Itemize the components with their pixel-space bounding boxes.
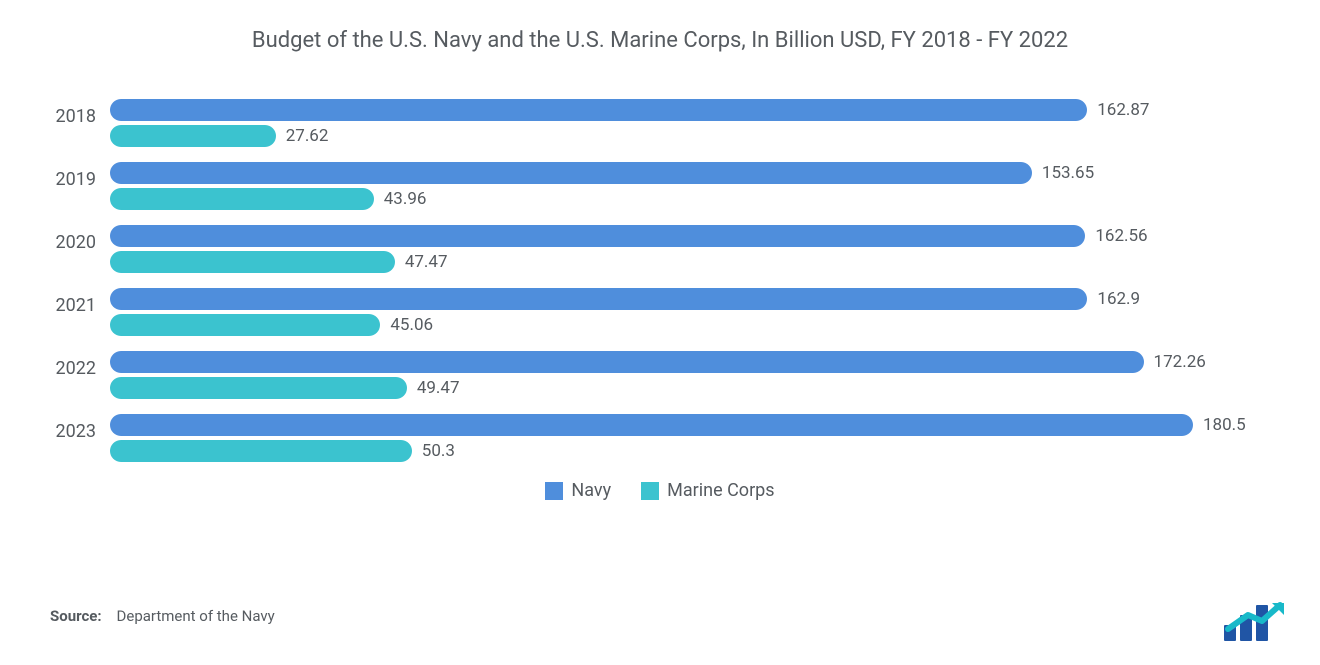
bar-value-label: 153.65 — [1032, 163, 1094, 183]
year-group: 2018 162.87 27.62 — [50, 99, 1270, 147]
bar-value-label: 180.5 — [1193, 415, 1246, 435]
year-label: 2021 — [50, 288, 110, 316]
legend: Navy Marine Corps — [50, 480, 1270, 501]
bar — [110, 99, 1087, 121]
bar — [110, 314, 380, 336]
brand-logo — [1222, 599, 1290, 643]
bar-row: 153.65 — [110, 162, 1270, 184]
bar-value-label: 162.56 — [1085, 226, 1147, 246]
bar-row: 50.3 — [110, 440, 1270, 462]
bar — [110, 351, 1144, 373]
bar-row: 180.5 — [110, 414, 1270, 436]
year-label: 2022 — [50, 351, 110, 379]
legend-label: Navy — [571, 480, 611, 501]
bar-row: 43.96 — [110, 188, 1270, 210]
bar — [110, 125, 276, 147]
bar-pair: 162.87 27.62 — [110, 99, 1270, 147]
bar-row: 162.9 — [110, 288, 1270, 310]
legend-item: Navy — [545, 480, 611, 501]
bar-pair: 180.5 50.3 — [110, 414, 1270, 462]
plot-area: 2018162.8727.622019153.6543.962020162.56… — [50, 99, 1270, 462]
year-group: 2020 162.56 47.47 — [50, 225, 1270, 273]
bar-value-label: 47.47 — [395, 252, 448, 272]
legend-swatch — [545, 482, 563, 500]
bar-row: 27.62 — [110, 125, 1270, 147]
bar-pair: 162.9 45.06 — [110, 288, 1270, 336]
bar — [110, 251, 395, 273]
source-label: Source: — [50, 607, 102, 625]
year-label: 2018 — [50, 99, 110, 127]
bar — [110, 414, 1193, 436]
year-group: 2019 153.65 43.96 — [50, 162, 1270, 210]
bar-pair: 172.26 49.47 — [110, 351, 1270, 399]
bar-pair: 162.56 47.47 — [110, 225, 1270, 273]
bar-row: 49.47 — [110, 377, 1270, 399]
year-label: 2019 — [50, 162, 110, 190]
bar — [110, 188, 374, 210]
bar-value-label: 162.9 — [1087, 289, 1140, 309]
bar-pair: 153.65 43.96 — [110, 162, 1270, 210]
bar-row: 172.26 — [110, 351, 1270, 373]
bar-row: 47.47 — [110, 251, 1270, 273]
year-label: 2020 — [50, 225, 110, 253]
year-group: 2021 162.9 45.06 — [50, 288, 1270, 336]
bar-value-label: 172.26 — [1144, 352, 1206, 372]
bar-row: 162.87 — [110, 99, 1270, 121]
bar — [110, 288, 1087, 310]
bar-value-label: 43.96 — [374, 189, 427, 209]
bar-row: 45.06 — [110, 314, 1270, 336]
chart-title: Budget of the U.S. Navy and the U.S. Mar… — [50, 28, 1270, 53]
bar-value-label: 27.62 — [276, 126, 329, 146]
year-label: 2023 — [50, 414, 110, 442]
year-group: 2023 180.5 50.3 — [50, 414, 1270, 462]
legend-item: Marine Corps — [641, 480, 774, 501]
bar-value-label: 50.3 — [412, 441, 455, 461]
bar — [110, 225, 1085, 247]
bar-value-label: 162.87 — [1087, 100, 1149, 120]
bar — [110, 377, 407, 399]
bar-value-label: 49.47 — [407, 378, 460, 398]
bar — [110, 440, 412, 462]
chart-container: Budget of the U.S. Navy and the U.S. Mar… — [0, 0, 1320, 665]
source-text: Department of the Navy — [117, 607, 275, 625]
bar-value-label: 45.06 — [380, 315, 433, 335]
legend-swatch — [641, 482, 659, 500]
legend-label: Marine Corps — [667, 480, 774, 501]
bar-row: 162.56 — [110, 225, 1270, 247]
bar — [110, 162, 1032, 184]
source-line: Source: Department of the Navy — [50, 607, 275, 625]
year-group: 2022 172.26 49.47 — [50, 351, 1270, 399]
